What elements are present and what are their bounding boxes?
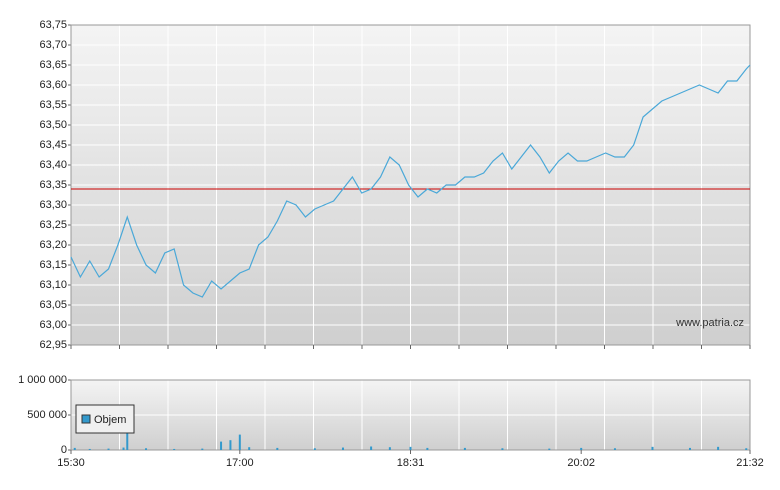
volume-bar <box>409 446 412 450</box>
volume-bar <box>107 448 110 450</box>
volume-bar <box>580 447 583 450</box>
y-tick-label: 63,65 <box>39 59 67 71</box>
legend-label: Objem <box>94 414 126 426</box>
y-tick-label: 63,75 <box>39 19 67 31</box>
volume-bar <box>613 448 616 450</box>
y-tick-label: 63,45 <box>39 139 67 151</box>
volume-bar <box>370 446 373 450</box>
volume-bar <box>73 447 76 450</box>
y-tick-label: 1 000 000 <box>18 374 67 386</box>
volume-bar <box>313 448 316 450</box>
volume-bar <box>122 447 125 450</box>
volume-bar <box>717 446 720 450</box>
x-tick-label: 18:31 <box>397 457 425 469</box>
y-tick-label: 63,50 <box>39 119 67 131</box>
y-tick-label: 63,35 <box>39 179 67 191</box>
y-tick-label: 63,60 <box>39 79 67 91</box>
x-tick-label: 21:32 <box>736 457 764 469</box>
legend-swatch <box>81 414 91 424</box>
y-tick-label: 500 000 <box>27 409 67 421</box>
volume-bar <box>145 448 148 450</box>
volume-bar <box>426 447 429 450</box>
y-tick-label: 63,40 <box>39 159 67 171</box>
y-tick-label: 63,00 <box>39 319 67 331</box>
volume-bar <box>229 440 232 450</box>
volume-bar <box>173 448 176 450</box>
volume-bar <box>88 448 91 450</box>
volume-bar <box>688 447 691 450</box>
volume-bar <box>201 448 204 450</box>
x-tick-label: 17:00 <box>226 457 254 469</box>
y-tick-label: 63,20 <box>39 239 67 251</box>
y-tick-label: 63,55 <box>39 99 67 111</box>
y-tick-label: 62,95 <box>39 339 67 351</box>
y-tick-label: 63,05 <box>39 299 67 311</box>
volume-bar <box>238 434 241 450</box>
y-tick-label: 63,30 <box>39 199 67 211</box>
y-tick-label: 63,25 <box>39 219 67 231</box>
y-tick-label: 63,70 <box>39 39 67 51</box>
watermark: www.patria.cz <box>675 317 744 329</box>
x-tick-label: 15:30 <box>57 457 85 469</box>
y-tick-label: 63,10 <box>39 279 67 291</box>
y-tick-label: 0 <box>61 444 67 456</box>
volume-bar <box>745 448 748 450</box>
x-tick-label: 20:02 <box>567 457 595 469</box>
volume-bar <box>276 447 279 450</box>
volume-bar <box>548 448 551 450</box>
volume-bar <box>388 447 391 450</box>
volume-bar <box>341 447 344 450</box>
volume-bar <box>248 447 251 450</box>
price-line <box>70 64 751 298</box>
volume-bar <box>463 447 466 450</box>
volume-bar <box>651 446 654 450</box>
volume-bar <box>501 448 504 450</box>
volume-bar <box>220 441 223 450</box>
y-tick-label: 63,15 <box>39 259 67 271</box>
